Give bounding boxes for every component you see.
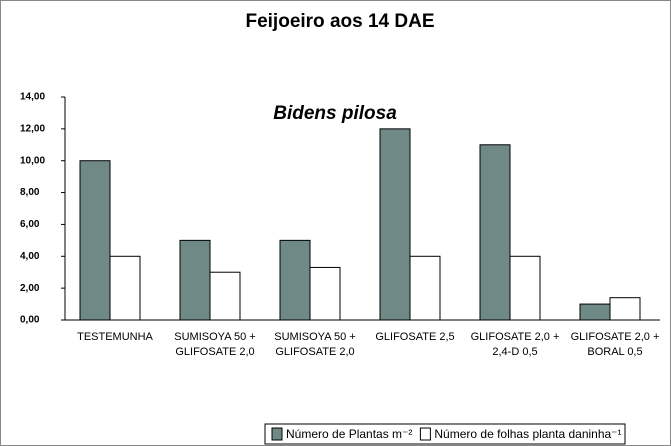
y-tick-label: 12,00 — [20, 123, 45, 134]
y-tick-label: 2,00 — [20, 283, 40, 294]
y-tick-label: 14,00 — [20, 92, 45, 103]
x-tick-label-box: TESTEMUNHA — [77, 331, 153, 343]
x-tick-label: SUMISOYA 50 + GLIFOSATE 2,0 — [174, 331, 256, 358]
y-tick-label: 8,00 — [20, 187, 40, 198]
chart-title: Feijoeiro aos 14 DAE — [245, 11, 434, 32]
bar — [609, 297, 641, 321]
legend-swatch — [419, 427, 431, 441]
bar — [379, 128, 411, 321]
legend-label: Número de folhas planta daninha⁻¹ — [434, 427, 621, 441]
bar — [209, 271, 241, 321]
x-tick-label: GLIFOSATE 2,5 — [375, 331, 455, 343]
x-tick-label: SUMISOYA 50 + GLIFOSATE 2,0 — [274, 331, 356, 358]
x-tick-label-box: SUMISOYA 50 + GLIFOSATE 2,0 — [274, 331, 356, 358]
x-tick-label-box: GLIFOSATE 2,0 + 2,4-D 0,5 — [470, 331, 560, 358]
bar — [509, 255, 541, 321]
legend-box — [264, 423, 626, 445]
legend-label: Número de Plantas m⁻² — [286, 427, 412, 441]
bar — [309, 266, 341, 321]
y-tick-label: 4,00 — [20, 251, 40, 262]
y-tick-label: 10,00 — [20, 155, 45, 166]
x-tick-label-box: SUMISOYA 50 + GLIFOSATE 2,0 — [174, 331, 256, 358]
bar — [279, 239, 311, 321]
y-tick-label: 6,00 — [20, 219, 40, 230]
chart-subtitle: Bidens pilosa — [273, 103, 397, 124]
bar — [409, 255, 441, 321]
y-tick-label: 0,00 — [20, 315, 40, 326]
bar — [109, 255, 141, 321]
bar — [579, 303, 611, 321]
x-tick-label: GLIFOSATE 2,0 + 2,4-D 0,5 — [470, 331, 560, 358]
x-tick-label-box: GLIFOSATE 2,5 — [375, 331, 455, 343]
bar — [479, 144, 511, 321]
legend-swatch — [271, 427, 283, 441]
x-tick-label-box: GLIFOSATE 2,0 + BORAL 0,5 — [570, 331, 660, 358]
bar — [79, 160, 111, 321]
x-tick-label: GLIFOSATE 2,0 + BORAL 0,5 — [570, 331, 660, 358]
x-tick-label: TESTEMUNHA — [77, 331, 153, 343]
bar — [179, 239, 211, 321]
